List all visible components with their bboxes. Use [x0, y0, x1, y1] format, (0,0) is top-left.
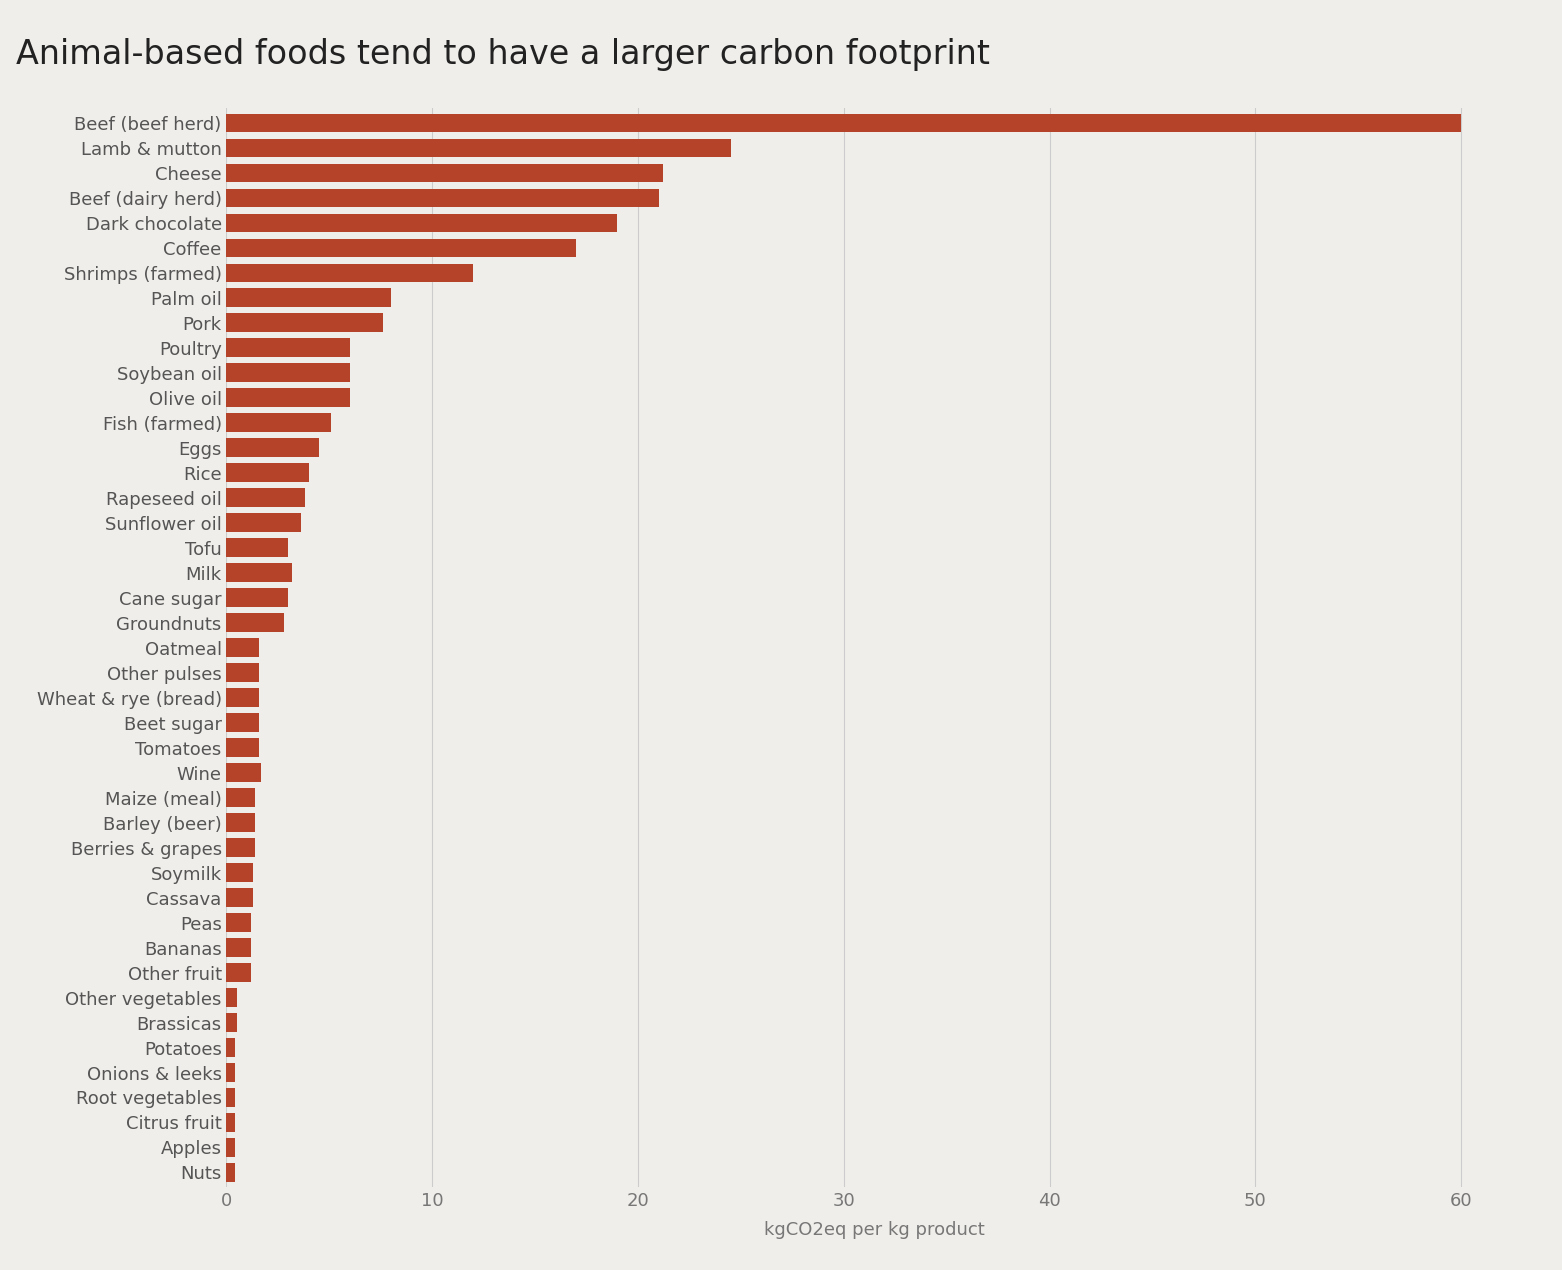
- Bar: [226, 639, 259, 657]
- Bar: [226, 939, 251, 956]
- Bar: [226, 464, 309, 483]
- Bar: [226, 988, 237, 1007]
- Bar: [226, 888, 253, 907]
- Bar: [226, 588, 289, 607]
- Bar: [226, 1038, 234, 1057]
- Bar: [226, 489, 305, 507]
- Bar: [226, 613, 284, 632]
- Bar: [226, 688, 259, 707]
- Bar: [226, 239, 576, 258]
- Bar: [226, 188, 659, 207]
- Bar: [226, 113, 1460, 132]
- Bar: [226, 913, 251, 932]
- Bar: [226, 738, 259, 757]
- Bar: [226, 1088, 234, 1107]
- X-axis label: kgCO2eq per kg product: kgCO2eq per kg product: [764, 1222, 986, 1240]
- Text: Animal-based foods tend to have a larger carbon footprint: Animal-based foods tend to have a larger…: [16, 38, 989, 71]
- Bar: [226, 138, 731, 157]
- Bar: [226, 813, 255, 832]
- Bar: [226, 414, 331, 432]
- Bar: [226, 389, 350, 408]
- Bar: [226, 438, 319, 457]
- Bar: [226, 339, 350, 357]
- Bar: [226, 663, 259, 682]
- Bar: [226, 363, 350, 382]
- Bar: [226, 513, 300, 532]
- Bar: [226, 1138, 234, 1157]
- Bar: [226, 864, 253, 881]
- Bar: [226, 789, 255, 806]
- Bar: [226, 1063, 234, 1082]
- Bar: [226, 538, 289, 558]
- Bar: [226, 288, 390, 307]
- Bar: [226, 714, 259, 732]
- Bar: [226, 1013, 237, 1033]
- Bar: [226, 213, 617, 232]
- Bar: [226, 838, 255, 857]
- Bar: [226, 1113, 234, 1132]
- Bar: [226, 564, 292, 582]
- Bar: [226, 263, 473, 282]
- Bar: [226, 314, 383, 333]
- Bar: [226, 763, 261, 782]
- Bar: [226, 963, 251, 982]
- Bar: [226, 164, 662, 183]
- Bar: [226, 1163, 234, 1182]
